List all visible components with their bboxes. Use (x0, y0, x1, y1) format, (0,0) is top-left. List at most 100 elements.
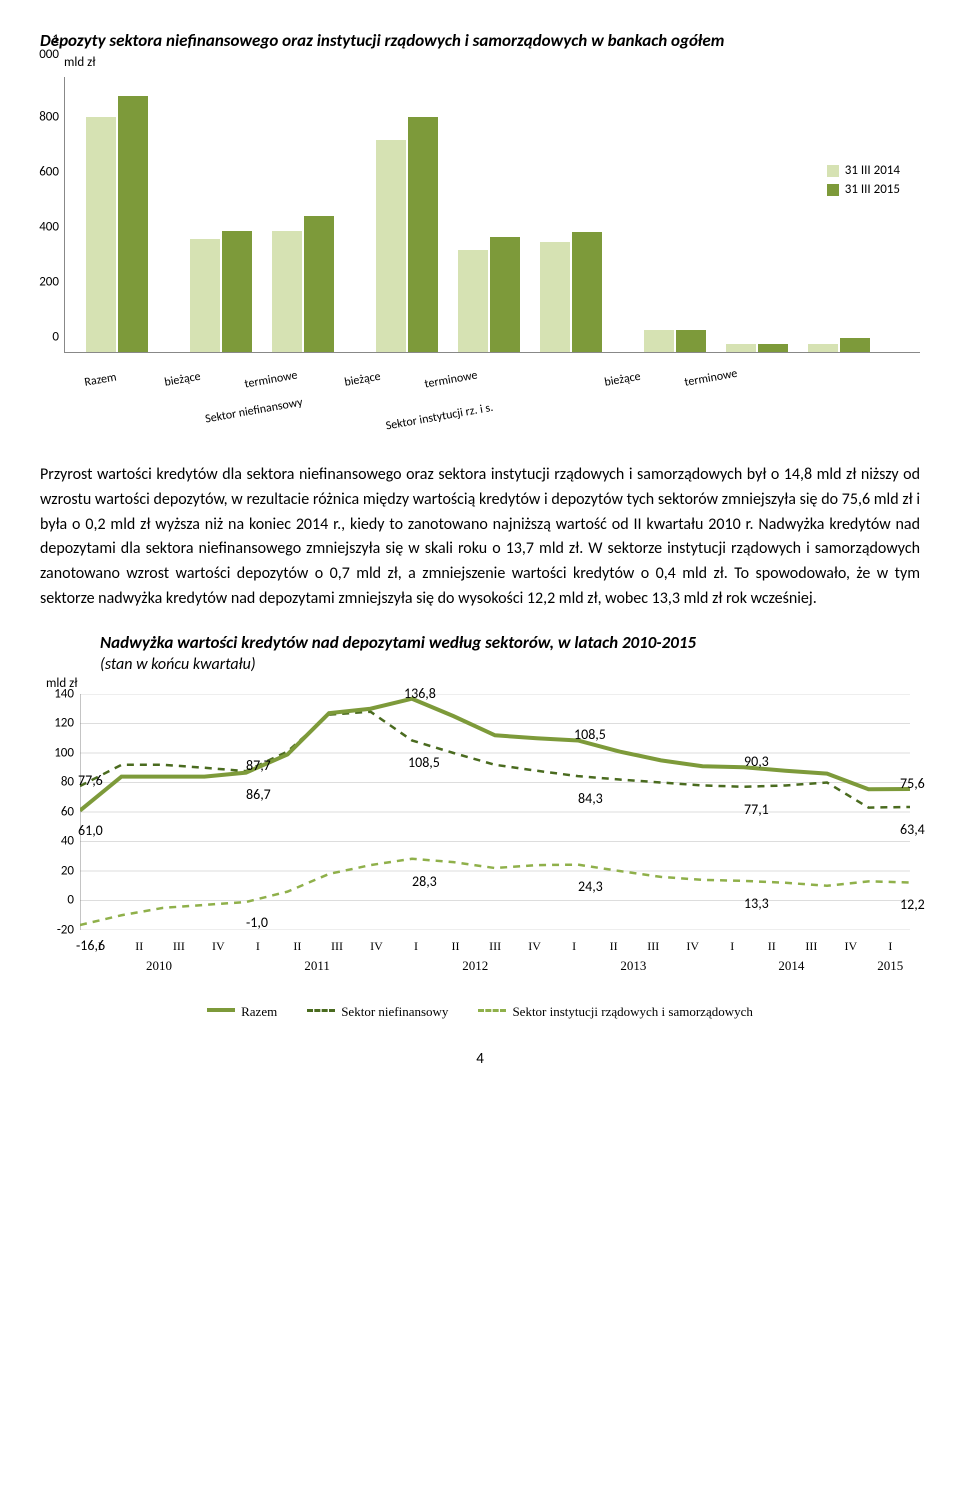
line-legend: Razem Sektor niefinansowy Sektor instytucj… (40, 1004, 920, 1020)
line-x-quarter: I (396, 939, 436, 954)
line-x-quarter: IV (199, 939, 239, 954)
line-point-label: 86,7 (246, 786, 271, 803)
line-x-quarter: III (475, 939, 515, 954)
bar-2014 (540, 242, 570, 352)
line-y-tick: 120 (44, 716, 74, 731)
line-x-quarter: I (80, 939, 120, 954)
bar-2014 (86, 117, 116, 352)
line-x-quarter: I (713, 939, 753, 954)
legend-2015: 31 III 2015 (827, 182, 900, 197)
bar-group (85, 96, 149, 352)
bar-2014 (190, 239, 220, 352)
legend-label: Razem (241, 1004, 277, 1020)
bar-group (539, 232, 603, 352)
bar-x-label: Razem (83, 362, 164, 390)
bar-2015 (572, 232, 602, 352)
line-point-label: 13,3 (744, 895, 769, 912)
line-y-tick: 60 (44, 804, 74, 819)
bar-group (457, 237, 521, 352)
bar-y-tick: 800 (31, 110, 59, 125)
legend-label: Sektor instytucji rządowych i samorządow… (512, 1004, 752, 1020)
line-chart: mld zł -2002040608010012014077,661,0-16,… (40, 680, 920, 1000)
line-x-quarter: II (436, 939, 476, 954)
line-point-label: 108,5 (574, 726, 606, 743)
line-point-label: 12,2 (900, 896, 925, 913)
line-x-year: 2014 (712, 958, 870, 974)
line-y-tick: -20 (44, 922, 74, 937)
line-x-year: 2011 (238, 958, 396, 974)
legend-2014-label: 31 III 2014 (845, 163, 900, 178)
bar-y-unit: mld zł (64, 55, 96, 70)
legend-2015-label: 31 III 2015 (845, 182, 900, 197)
bar-x-label: terminowe (244, 360, 345, 391)
line-x-quarter: IV (357, 939, 397, 954)
legend-swatch (207, 1008, 235, 1015)
line-x-year: 2013 (554, 958, 712, 974)
line-point-label: 87,7 (246, 757, 271, 774)
bar-2015 (840, 338, 870, 352)
line-x-quarter: III (317, 939, 357, 954)
line-x-quarter: III (633, 939, 673, 954)
line-x-year: 2010 (80, 958, 238, 974)
bar-x-sublabel: Sektor niefinansowy (204, 381, 384, 426)
line-point-label: 90,3 (744, 753, 769, 770)
bar-y-tick: 0 (31, 330, 59, 345)
line-x-quarter: II (120, 939, 160, 954)
legend-swatch (307, 1009, 335, 1015)
bar-2014 (458, 250, 488, 352)
bar-x-label: terminowe (424, 360, 525, 391)
line-x-quarter: I (871, 939, 911, 954)
bar-2014 (272, 231, 302, 352)
line-point-label: 24,3 (578, 878, 603, 895)
bar-group (725, 344, 789, 352)
line-point-label: 61,0 (78, 822, 103, 839)
body-paragraph: Przyrost wartości kredytów dla sektora n… (40, 463, 920, 612)
line-chart-title: Nadwyżka wartości kredytów nad depozytam… (100, 632, 920, 653)
line-point-label: 77,6 (78, 772, 103, 789)
line-point-label: 63,4 (900, 821, 925, 838)
line-x-quarter: IV (515, 939, 555, 954)
line-legend-item: Razem (207, 1004, 277, 1020)
line-chart-subtitle: (stan w końcu kwartału) (100, 655, 920, 674)
line-x-quarter: IV (831, 939, 871, 954)
line-x-quarter: III (792, 939, 832, 954)
line-point-label: -1,0 (246, 914, 268, 931)
bar-group (375, 117, 439, 352)
line-y-tick: 80 (44, 775, 74, 790)
bar-x-label: bieżące (163, 362, 244, 390)
bar-2014 (726, 344, 756, 352)
line-point-label: 28,3 (412, 873, 437, 890)
bar-y-tick: 600 (31, 165, 59, 180)
bar-2015 (222, 231, 252, 352)
line-x-quarter: I (238, 939, 278, 954)
bar-legend: 31 III 2014 31 III 2015 (827, 163, 900, 201)
bar-x-label: terminowe (683, 362, 764, 390)
line-x-quarter: I (554, 939, 594, 954)
bar-2015 (408, 117, 438, 352)
line-point-label: 136,8 (404, 685, 436, 702)
bar-y-tick: 400 (31, 220, 59, 235)
line-point-label: 108,5 (408, 754, 440, 771)
bar-2015 (758, 344, 788, 352)
legend-swatch (478, 1009, 506, 1015)
bar-group (189, 231, 253, 352)
line-y-tick: 140 (44, 686, 74, 701)
line-y-tick: 0 (44, 893, 74, 908)
bar-x-sublabel (644, 380, 843, 429)
bar-2014 (376, 140, 406, 352)
line-x-quarter: II (278, 939, 318, 954)
bar-chart: mld zł 02004006008001 000 Razembieżącete… (40, 63, 920, 433)
line-point-label: 77,1 (744, 801, 769, 818)
bar-group (807, 338, 871, 352)
line-x-quarter: II (594, 939, 634, 954)
bar-2014 (644, 330, 674, 352)
line-legend-item: Sektor niefinansowy (307, 1004, 448, 1020)
legend-2014: 31 III 2014 (827, 163, 900, 178)
bar-2015 (118, 96, 148, 352)
line-point-label: 84,3 (578, 790, 603, 807)
line-legend-item: Sektor instytucji rządowych i samorządow… (478, 1004, 752, 1020)
bar-x-sublabel (84, 387, 205, 422)
line-x-quarter: II (752, 939, 792, 954)
page-number: 4 (40, 1050, 920, 1068)
bar-2015 (490, 237, 520, 352)
